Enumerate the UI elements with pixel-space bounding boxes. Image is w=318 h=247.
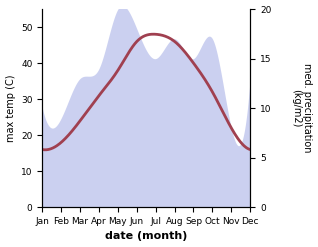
X-axis label: date (month): date (month)	[105, 231, 187, 242]
Y-axis label: max temp (C): max temp (C)	[5, 74, 16, 142]
Y-axis label: med. precipitation
(kg/m2): med. precipitation (kg/m2)	[291, 63, 313, 153]
